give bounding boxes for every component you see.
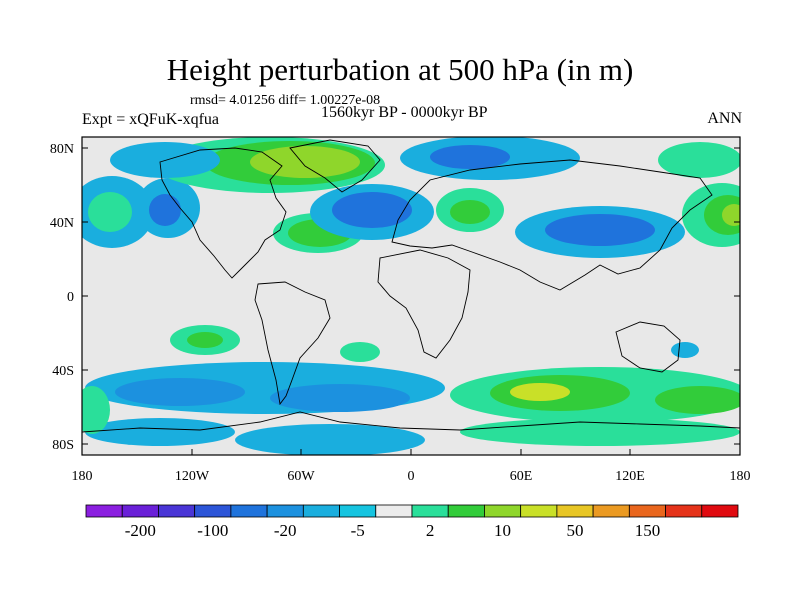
colorbar-swatch (230, 504, 268, 518)
colorbar-label: 10 (494, 521, 511, 540)
field-contour (110, 142, 220, 178)
colorbar-swatch (266, 504, 304, 518)
field-contour (450, 200, 490, 224)
lat-label: 80S (52, 438, 74, 453)
colorbar: -200 -100 -20 -5 2 10 50 150 (85, 504, 739, 540)
colorbar-swatch (592, 504, 630, 518)
lon-axis: 180 120W 60W 0 60E 120E 180 (72, 449, 751, 484)
field-contour (115, 378, 245, 406)
field-contour (460, 418, 740, 446)
lon-label: 60W (287, 469, 315, 484)
lat-label: 40S (52, 364, 74, 379)
coastline-south-america (254, 281, 331, 406)
field-layer (82, 137, 740, 455)
field-contour (430, 145, 510, 169)
colorbar-swatch (158, 504, 196, 518)
colorbar-label: 2 (426, 521, 435, 540)
stats-line: rmsd= 4.01256 diff= 1.00227e-08 (190, 93, 381, 108)
field-contour (235, 424, 425, 455)
field-contour (332, 192, 412, 228)
coastline-layer (82, 139, 740, 433)
colorbar-label: -100 (197, 521, 228, 540)
map-panel (82, 137, 740, 455)
coastline-greenland (289, 139, 381, 193)
colorbar-swatch (302, 504, 340, 518)
field-contour (340, 342, 380, 362)
colorbar-label: 50 (567, 521, 584, 540)
colorbar-swatch (194, 504, 232, 518)
lat-label: 80N (50, 142, 74, 157)
coastline-africa (377, 249, 471, 359)
colorbar-swatch (339, 504, 377, 518)
colorbar-swatch (665, 504, 703, 518)
lat-label: 40N (50, 216, 74, 231)
coastline-north-america (159, 147, 287, 279)
period-label: 1560kyr BP - 0000kyr BP (321, 104, 488, 121)
field-contour (187, 332, 223, 348)
field-contour (658, 142, 740, 178)
field-contour (85, 418, 235, 446)
coastline-antarctica (82, 411, 740, 433)
colorbar-swatch (628, 504, 666, 518)
colorbar-swatch (85, 504, 123, 518)
lon-label: 180 (72, 469, 93, 484)
lat-label: 0 (67, 290, 74, 305)
experiment-label: Expt = xQFuK-xqfua (82, 111, 220, 128)
field-contour (250, 146, 360, 178)
colorbar-swatch (520, 504, 558, 518)
colorbar-label: -200 (125, 521, 156, 540)
field-contour (270, 384, 410, 412)
colorbar-label: -20 (274, 521, 297, 540)
field-contour (149, 194, 181, 226)
colorbar-swatch (701, 504, 739, 518)
field-contour (82, 386, 110, 434)
field-contour (722, 204, 740, 226)
field-contour (510, 383, 570, 401)
colorbar-label: -5 (351, 521, 365, 540)
colorbar-swatch (375, 504, 413, 518)
colorbar-swatch (121, 504, 159, 518)
colorbar-label: 150 (635, 521, 661, 540)
field-contour (671, 342, 699, 358)
coastline-australia (615, 321, 681, 373)
field-contour (655, 386, 740, 414)
plot-title: Height perturbation at 500 hPa (in m) (166, 52, 634, 87)
colorbar-swatch (556, 504, 594, 518)
field-contour (545, 214, 655, 246)
colorbar-swatch (447, 504, 485, 518)
field-contour (88, 192, 132, 232)
lon-label: 120E (615, 469, 645, 484)
lon-label: 120W (175, 469, 210, 484)
season-label: ANN (707, 110, 742, 127)
lon-label: 0 (408, 469, 415, 484)
colorbar-swatch (411, 504, 449, 518)
colorbar-swatch (484, 504, 522, 518)
coastline-europe-asia (391, 159, 713, 291)
lon-label: 60E (510, 469, 533, 484)
lon-label: 180 (730, 469, 751, 484)
lat-axis: 80N 40N 0 40S 80S (50, 142, 740, 453)
